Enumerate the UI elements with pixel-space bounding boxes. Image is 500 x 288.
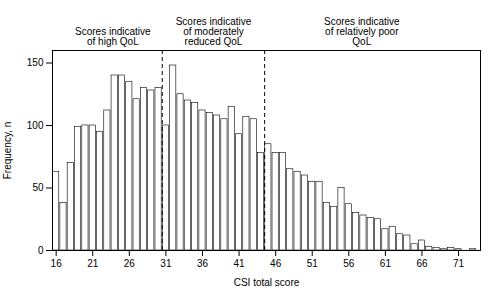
svg-text:66: 66 xyxy=(416,258,428,269)
svg-text:Scores indicativeof relatively: Scores indicativeof relatively poorQoL xyxy=(324,16,400,47)
svg-text:150: 150 xyxy=(27,57,44,68)
svg-text:41: 41 xyxy=(234,258,246,269)
svg-text:Scores indicativeof moderately: Scores indicativeof moderatelyreduced Qo… xyxy=(176,16,252,47)
svg-text:100: 100 xyxy=(27,120,44,131)
svg-text:21: 21 xyxy=(87,258,99,269)
svg-text:CSI total score: CSI total score xyxy=(234,277,300,288)
svg-text:50: 50 xyxy=(32,182,44,193)
svg-text:31: 31 xyxy=(160,258,172,269)
svg-text:61: 61 xyxy=(380,258,392,269)
svg-text:26: 26 xyxy=(124,258,136,269)
svg-text:0: 0 xyxy=(38,245,44,256)
svg-text:16: 16 xyxy=(51,258,63,269)
svg-text:51: 51 xyxy=(307,258,319,269)
svg-text:36: 36 xyxy=(197,258,209,269)
svg-text:71: 71 xyxy=(453,258,465,269)
svg-text:Frequency, n: Frequency, n xyxy=(2,122,13,180)
svg-text:56: 56 xyxy=(343,258,355,269)
svg-text:46: 46 xyxy=(270,258,282,269)
svg-text:Scores indicativeof high QoL: Scores indicativeof high QoL xyxy=(75,26,151,47)
